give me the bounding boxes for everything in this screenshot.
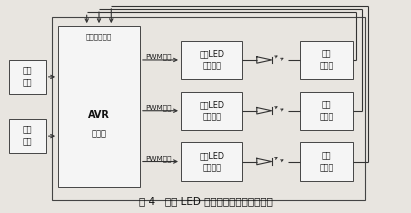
Text: 色温
设定: 色温 设定	[23, 126, 32, 147]
Bar	[300, 92, 353, 130]
Text: PWM输出: PWM输出	[145, 53, 172, 60]
Bar	[300, 142, 353, 181]
Text: 蓝光
探测器: 蓝光 探测器	[319, 50, 333, 70]
Text: 光强反馈信号: 光强反馈信号	[86, 33, 112, 40]
Bar	[52, 17, 365, 200]
Bar	[58, 26, 140, 187]
Text: 单片机: 单片机	[92, 130, 106, 138]
Text: 红光
探测器: 红光 探测器	[319, 151, 333, 172]
Text: 绿光
探测器: 绿光 探测器	[319, 100, 333, 121]
Bar	[181, 92, 242, 130]
Text: 图 4   白光 LED 模组驱动控制电路示意图: 图 4 白光 LED 模组驱动控制电路示意图	[139, 196, 272, 206]
Text: AVR: AVR	[88, 110, 110, 120]
Text: 红色LED
驱动电路: 红色LED 驱动电路	[199, 151, 224, 172]
Text: 亮强
设定: 亮强 设定	[23, 66, 32, 87]
Text: PWM输出: PWM输出	[145, 104, 172, 111]
Bar	[9, 60, 46, 94]
Bar	[300, 41, 353, 79]
Text: 蓝色LED
驱动电路: 蓝色LED 驱动电路	[199, 50, 224, 70]
Bar	[9, 119, 46, 153]
Bar	[181, 142, 242, 181]
Text: PWM输出: PWM输出	[145, 155, 172, 162]
Text: 绿色LED
驱动电路: 绿色LED 驱动电路	[199, 100, 224, 121]
Bar	[181, 41, 242, 79]
